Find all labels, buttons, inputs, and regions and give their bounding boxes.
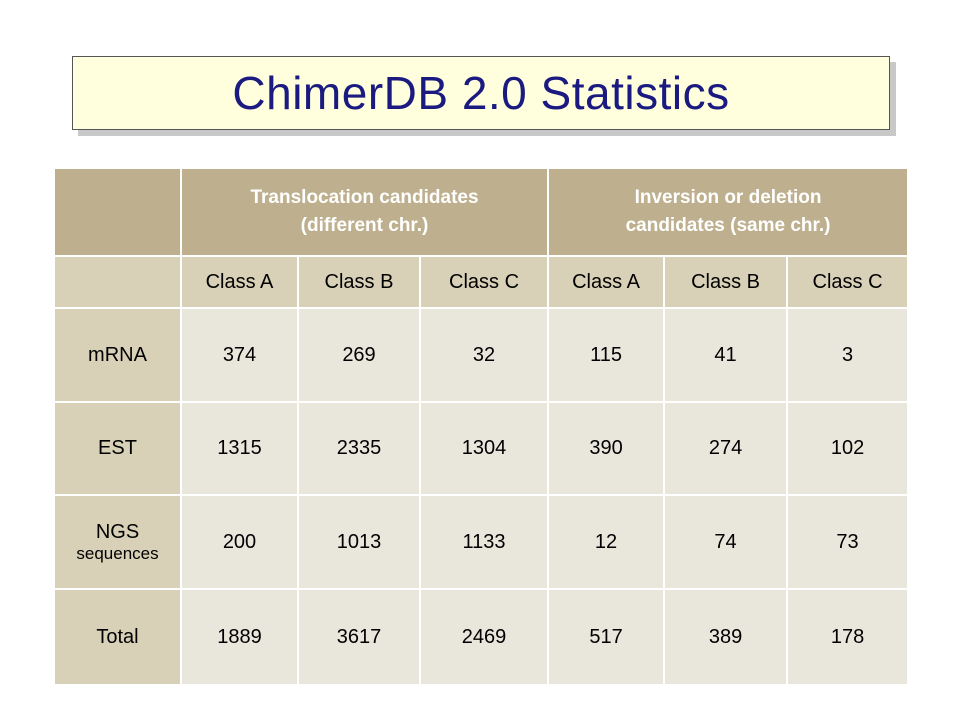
table-cell: 73 <box>786 494 910 590</box>
table-cell: 269 <box>297 307 421 403</box>
title-box: ChimerDB 2.0 Statistics <box>72 56 890 130</box>
table-cell: 2335 <box>297 401 421 496</box>
row-label-sub: sequences <box>76 543 159 563</box>
table-cell: 274 <box>663 401 789 496</box>
group-header-line: (different chr.) <box>300 215 429 236</box>
table-cell: 3 <box>786 307 910 403</box>
table-cell: 389 <box>663 588 789 686</box>
group-header-row: Translocation candidates (different chr.… <box>53 167 910 257</box>
corner-cell <box>53 167 182 257</box>
class-header: Class A <box>547 255 666 309</box>
group-header-line: candidates (same chr.) <box>625 215 831 236</box>
table-cell: 102 <box>786 401 910 496</box>
statistics-table: Translocation candidates (different chr.… <box>53 167 910 686</box>
table-cell: 200 <box>180 494 299 590</box>
class-header: Class C <box>786 255 910 309</box>
table-cell: 2469 <box>418 588 550 686</box>
class-header-blank <box>53 255 182 309</box>
row-label-ngs: NGS sequences <box>53 494 182 590</box>
table-cell: 178 <box>786 588 910 686</box>
table-row: Total 1889 3617 2469 517 389 178 <box>53 588 910 686</box>
table-cell: 374 <box>180 307 299 403</box>
table-cell: 115 <box>547 307 666 403</box>
table-cell: 41 <box>663 307 789 403</box>
table-cell: 1304 <box>418 401 550 496</box>
row-label-main: NGS <box>95 520 140 543</box>
table-cell: 12 <box>547 494 666 590</box>
table-cell: 1315 <box>180 401 299 496</box>
group-header-line: Translocation candidates <box>250 187 479 208</box>
class-header: Class A <box>180 255 299 309</box>
table-cell: 517 <box>547 588 666 686</box>
table-cell: 1013 <box>297 494 421 590</box>
table-row: EST 1315 2335 1304 390 274 102 <box>53 401 910 496</box>
class-header: Class B <box>297 255 421 309</box>
table-cell: 3617 <box>297 588 421 686</box>
group-header-translocation: Translocation candidates (different chr.… <box>179 167 550 257</box>
table-cell: 32 <box>418 307 550 403</box>
table-cell: 390 <box>547 401 666 496</box>
row-label-mrna: mRNA <box>53 307 182 403</box>
row-label-total: Total <box>53 588 182 686</box>
class-header-row: Class A Class B Class C Class A Class B … <box>53 255 910 309</box>
table-cell: 1133 <box>418 494 550 590</box>
table-row: NGS sequences 200 1013 1133 12 74 73 <box>53 494 910 590</box>
page-title: ChimerDB 2.0 Statistics <box>232 67 730 119</box>
table-cell: 1889 <box>180 588 299 686</box>
row-label-est: EST <box>53 401 182 496</box>
class-header: Class C <box>418 255 550 309</box>
table-cell: 74 <box>663 494 789 590</box>
table-row: mRNA 374 269 32 115 41 3 <box>53 307 910 403</box>
class-header: Class B <box>663 255 789 309</box>
group-header-inversion: Inversion or deletion candidates (same c… <box>547 167 910 257</box>
group-header-line: Inversion or deletion <box>634 187 822 208</box>
